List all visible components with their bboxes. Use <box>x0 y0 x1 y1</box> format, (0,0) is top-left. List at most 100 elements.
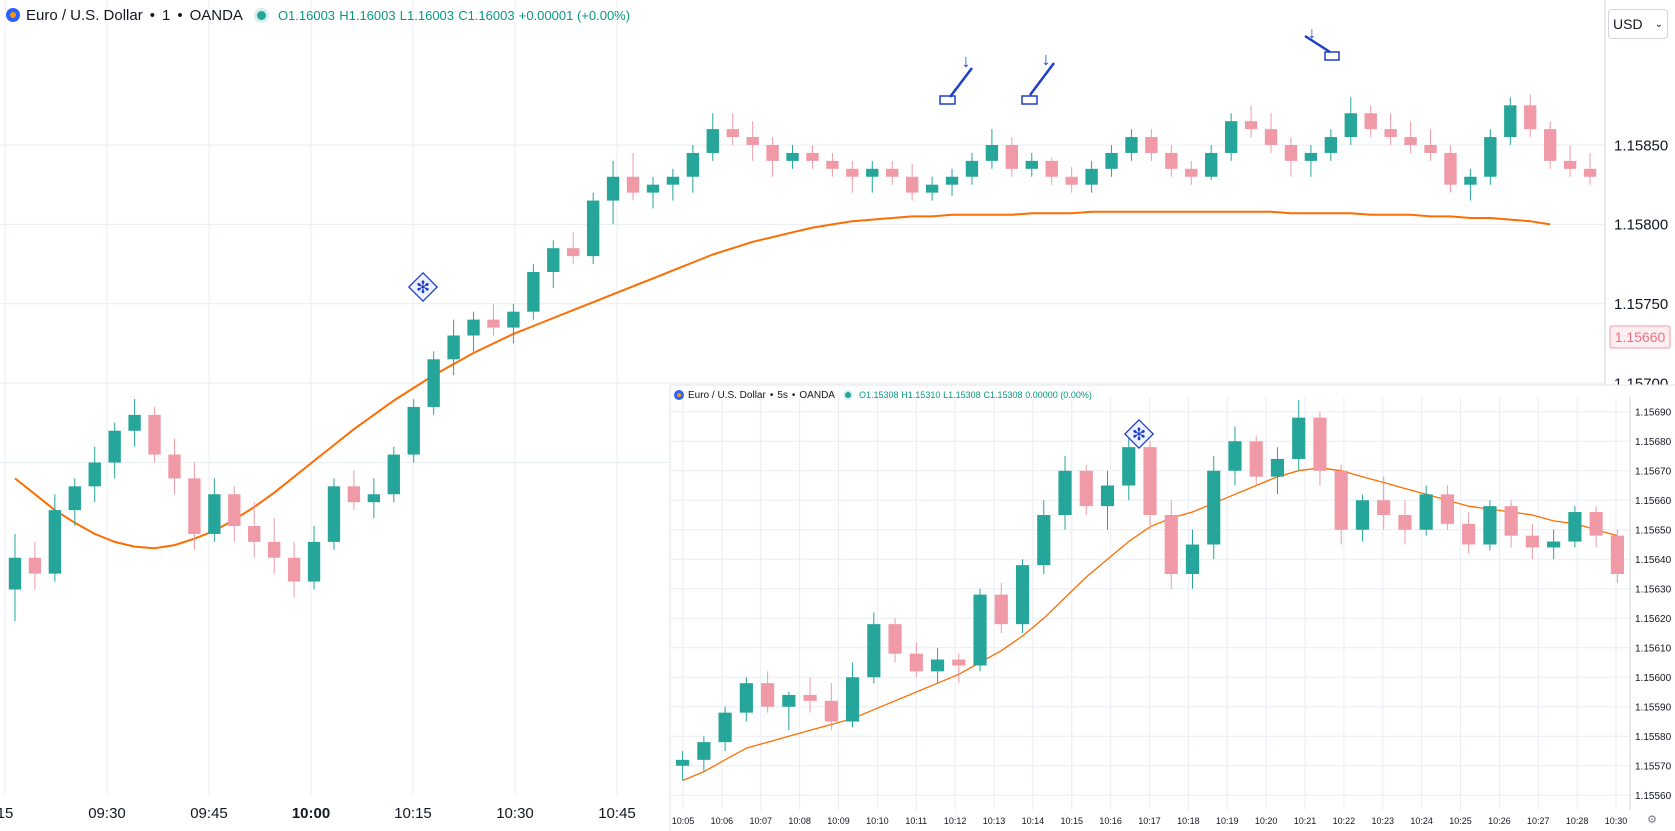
price-tick-label: 1.15640 <box>1635 555 1672 566</box>
candle-body <box>1610 535 1624 574</box>
candle-body <box>1105 152 1118 169</box>
price-tick-label: 1.15670 <box>1635 466 1672 477</box>
candle-body <box>803 694 817 701</box>
candle-body <box>1344 113 1357 138</box>
inset-price-axis[interactable]: 1.15690 1.15680 1.15670 1.15660 1.15650 1.156… <box>1635 407 1672 802</box>
annotation-peak-2[interactable]: ↓ <box>1021 49 1055 105</box>
price-tick-label: 1.15630 <box>1635 584 1672 595</box>
inset-candles <box>676 399 1624 781</box>
currency-button[interactable]: USD ⌄ <box>1608 9 1668 39</box>
candle-body <box>88 462 101 487</box>
candle-body <box>327 486 341 542</box>
pointer-line-icon <box>949 67 973 98</box>
time-tick-label: 10:15 <box>1060 816 1083 826</box>
down-arrow-icon: ↓ <box>962 51 971 71</box>
candle-body <box>1334 470 1348 530</box>
price-tick-label: 1.15580 <box>1635 732 1672 743</box>
candle-body <box>68 486 81 511</box>
candle-body <box>1037 515 1051 566</box>
candle-body <box>1483 506 1497 545</box>
candle-body <box>766 145 779 161</box>
time-tick-label: 10:07 <box>749 816 772 826</box>
candle-body <box>1404 137 1417 145</box>
candle-body <box>1377 500 1391 515</box>
candle-body <box>1364 113 1377 130</box>
price-tick-label: 1.15750 <box>1614 296 1668 313</box>
candle-body <box>1270 458 1285 477</box>
inset-time-axis[interactable]: 10:05 10:06 10:07 10:08 10:09 10:10 10:11 10:12… <box>672 816 1628 826</box>
chevron-down-icon: ⌄ <box>1654 18 1663 30</box>
candle-body <box>248 526 261 542</box>
settings-gear-icon[interactable]: ⚙ <box>1647 814 1657 826</box>
oanda-logo-icon <box>6 8 20 22</box>
candle-body <box>666 176 680 185</box>
candle-body <box>1583 168 1597 177</box>
time-tick-label: 10:19 <box>1216 816 1239 826</box>
candle-body <box>697 742 711 760</box>
candle-body <box>1185 168 1198 177</box>
inset-chart[interactable]: 1.15690 1.15680 1.15670 1.15660 1.15650 1.156… <box>669 384 1675 831</box>
inset-symbol[interactable]: Euro / U.S. Dollar <box>688 389 766 401</box>
market-status-icon[interactable] <box>256 10 266 20</box>
time-tick-label: 10:22 <box>1333 816 1356 826</box>
candle-body <box>1100 485 1115 507</box>
main-time-axis[interactable]: 15 09:30 09:45 10:00 10:15 10:30 10:45 <box>0 805 636 822</box>
candle-body <box>1205 152 1218 177</box>
main-symbol[interactable]: Euro / U.S. Dollar <box>26 6 143 24</box>
price-tick-label: 1.15850 <box>1614 137 1668 154</box>
price-tick-label: 1.15570 <box>1635 761 1672 772</box>
inset-change: 0.00000 (0.00%) <box>1025 390 1092 400</box>
candle-body <box>1125 137 1138 153</box>
candle-body <box>676 759 690 766</box>
annotation-peak-3[interactable]: ↓ <box>1304 25 1340 61</box>
inset-interval[interactable]: 5s <box>777 389 788 401</box>
down-arrow-icon: ↓ <box>1042 49 1051 69</box>
candle-body <box>1304 152 1318 161</box>
candle-body <box>824 700 838 722</box>
annotation-peak-1[interactable]: ↓ <box>939 51 973 105</box>
pointer-line-icon <box>1029 62 1055 96</box>
diamond-frame-icon <box>1123 418 1155 450</box>
candle-body <box>128 414 141 431</box>
oanda-logo-icon <box>674 390 684 400</box>
candle-body <box>1543 129 1557 161</box>
candle-body <box>867 624 881 678</box>
candle-body <box>8 557 22 590</box>
time-tick-label: 10:21 <box>1294 816 1317 826</box>
candle-body <box>1504 105 1517 138</box>
time-tick-label: 10:20 <box>1255 816 1278 826</box>
candle-body <box>1224 121 1238 153</box>
candle-body <box>965 160 979 177</box>
time-tick-label: 09:45 <box>190 805 228 822</box>
main-interval[interactable]: 1 <box>161 6 171 24</box>
candle-body <box>846 168 859 177</box>
candle-body <box>1085 168 1098 185</box>
main-low: L1.16003 <box>399 7 455 23</box>
candle-body <box>1384 129 1397 138</box>
price-label-box <box>1609 325 1671 349</box>
price-tick-label: 1.15610 <box>1635 643 1672 654</box>
time-tick-label: 10:06 <box>711 816 734 826</box>
price-tick-label: 1.15600 <box>1635 673 1672 684</box>
candle-body <box>886 168 899 177</box>
time-tick-label: 10:00 <box>292 805 330 822</box>
market-status-icon[interactable] <box>844 392 851 398</box>
candle-body <box>945 176 959 185</box>
main-close: C1.16003 <box>458 7 515 23</box>
diamond-frame-icon <box>407 271 439 303</box>
candle-body <box>507 311 520 328</box>
candle-body <box>1145 137 1158 153</box>
candle-body <box>447 335 460 360</box>
candle-body <box>387 454 400 495</box>
annotation-marker-1015[interactable]: ✻ <box>407 271 439 303</box>
candle-body <box>287 557 301 582</box>
time-tick-label: 10:16 <box>1099 816 1122 826</box>
price-tick-label: 1.15590 <box>1635 702 1672 713</box>
time-tick-label: 10:25 <box>1449 816 1472 826</box>
inset-annotation-marker[interactable]: ✻ <box>1123 418 1155 450</box>
candle-body <box>726 129 739 138</box>
price-tick-label: 1.15660 <box>1635 496 1672 507</box>
moving-average-line <box>14 210 1551 550</box>
inset-legend: Euro / U.S. Dollar • 5s • OANDA O1.15308… <box>674 387 1092 403</box>
